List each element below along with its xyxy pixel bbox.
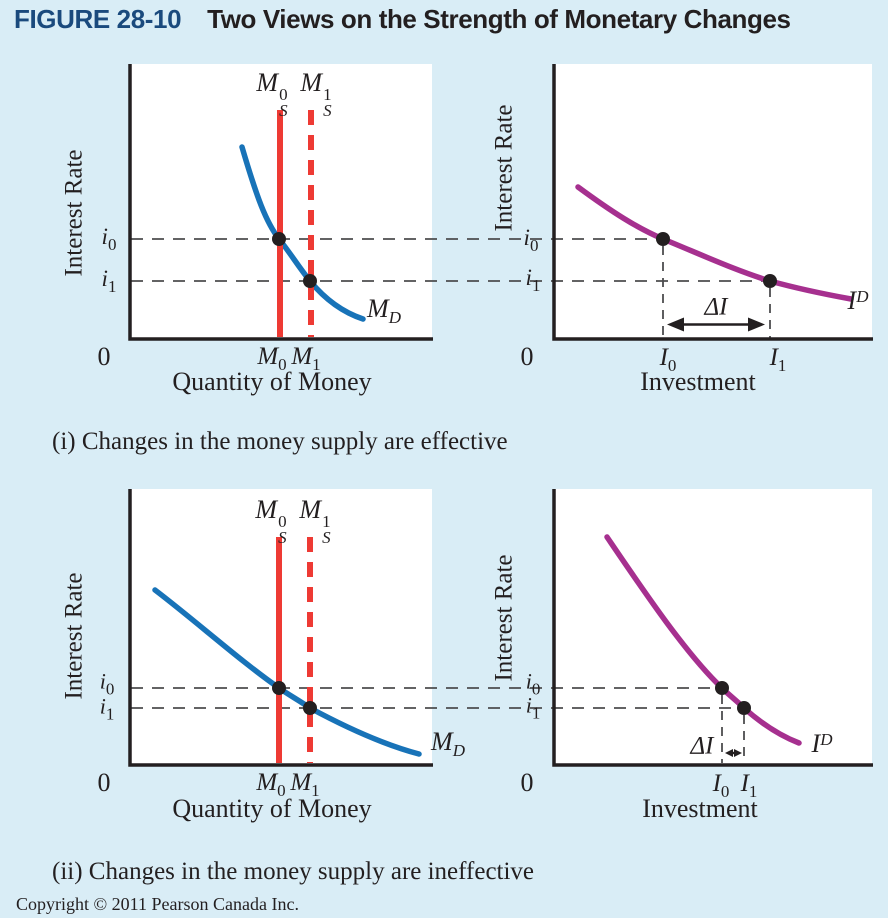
equilibrium-dot-m0-top: [272, 232, 286, 246]
delta-i-arrowhead-right-top: [748, 317, 765, 332]
equilibrium-dot-i0-bottom: [715, 681, 729, 695]
equilibrium-dot-i0-top: [656, 232, 670, 246]
equilibrium-dot-m1-top: [303, 274, 317, 288]
delta-i-arrowhead-left-bottom: [725, 749, 733, 757]
copyright-text: Copyright © 2011 Pearson Canada Inc.: [16, 894, 299, 914]
money-demand-curve-bottom: [152, 587, 422, 757]
delta-i-arrowhead-right-bottom: [734, 749, 742, 757]
caption-panel-i: (i) Changes in the money supply are effe…: [52, 428, 508, 455]
investment-demand-curve-top: [575, 184, 854, 302]
equilibrium-dot-i1-bottom: [737, 701, 751, 715]
equilibrium-dot-i1-top: [763, 274, 777, 288]
plot-area-bottom-right: [555, 489, 872, 764]
caption-panel-ii: (ii) Changes in the money supply are ine…: [52, 858, 535, 885]
bottom-white-strip: [0, 918, 888, 924]
money-demand-curve-top: [239, 144, 366, 322]
equilibrium-dot-m1-bottom: [303, 701, 317, 715]
figure-header: FIGURE 28-10 Two Views on the Strength of…: [14, 4, 791, 35]
axes-bottom-right: [552, 489, 873, 767]
axes-bottom-left: [128, 489, 433, 767]
plot-area-top-right: [555, 64, 872, 338]
delta-i-arrowhead-left-top: [667, 317, 684, 332]
figure-number: FIGURE 28-10: [14, 4, 182, 34]
figure-title: Two Views on the Strength of Monetary Ch…: [207, 4, 791, 34]
equilibrium-dot-m0-bottom: [272, 681, 286, 695]
axes-top-right: [552, 64, 873, 341]
axes-top-left: [128, 64, 433, 341]
